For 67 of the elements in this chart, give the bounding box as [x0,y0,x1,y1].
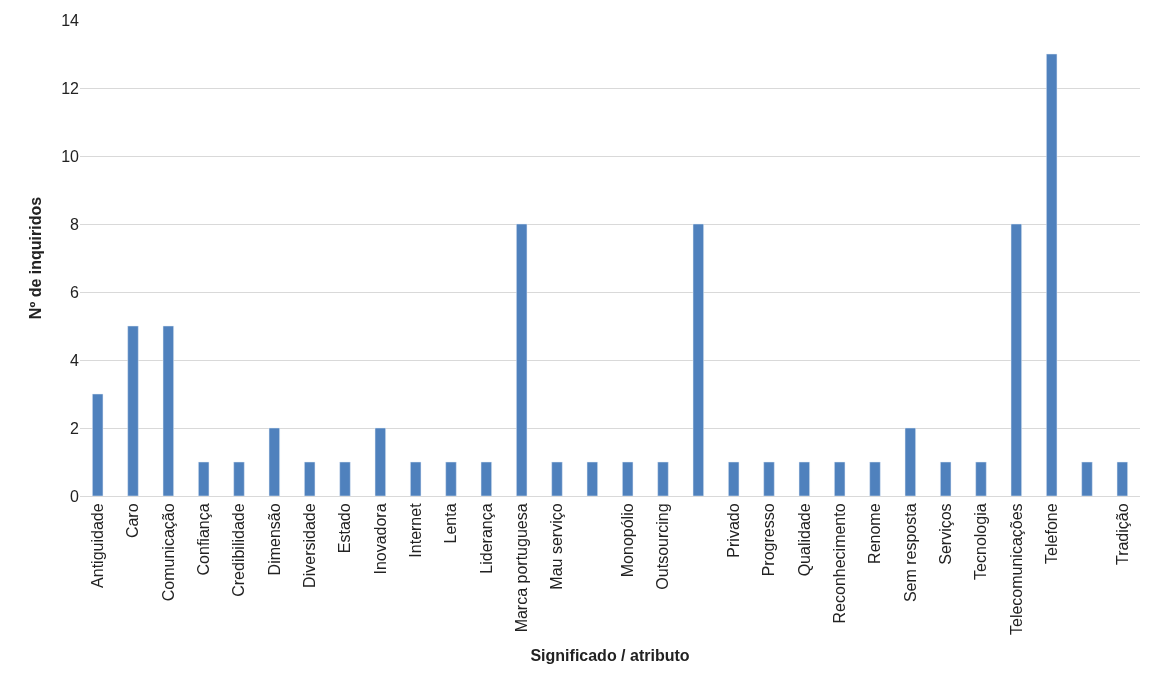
bar [763,461,775,496]
x-tick-label: Telecomunicações [1007,503,1025,636]
bar [904,427,916,496]
bar [975,461,987,496]
x-tick-label: Comunicação [159,503,177,602]
x-tick-label: Confiança [194,503,212,576]
x-tick-label: Mau serviço [548,503,566,590]
y-axis-title: Nº de inquiridos [27,196,45,320]
x-tick-label: Diversidade [300,503,318,588]
x-tick-label: Credibilidade [230,503,248,597]
x-tick-label: Marca portuguesa [512,503,530,633]
x-tick-label: Tradição [1113,503,1131,566]
x-tick-label: Caro [124,503,142,539]
x-tick-label: Serviços [936,503,954,565]
bar [480,461,492,496]
bar [1010,223,1022,496]
bar [657,461,669,496]
bar [1046,53,1058,496]
bar [728,461,740,496]
y-tick-label: 10 [61,147,80,165]
x-tick-label: Tecnologia [972,503,990,580]
y-tick-label: 6 [70,283,80,301]
bar [162,325,174,496]
x-tick-label: Reconhecimento [830,503,848,624]
x-tick-label: Qualidade [795,503,813,577]
x-tick-label: Liderança [477,503,495,574]
bar [410,461,422,496]
y-tick-label: 8 [70,215,80,233]
bar [940,461,952,496]
bar [1081,461,1093,496]
bar [127,325,139,496]
bar [798,461,810,496]
x-tick-label: Progresso [760,503,778,577]
y-tick-label: 12 [61,79,80,97]
bar [339,461,351,496]
bar [622,461,634,496]
bar [92,393,104,496]
x-tick-label: Dimensão [265,503,283,576]
y-tick-label: 2 [70,419,80,437]
bar [374,427,386,496]
y-tick-label: 0 [70,487,80,505]
y-tick-label: 4 [70,351,80,369]
x-tick-label: Privado [724,503,742,558]
x-tick-label: Antiguidade [88,503,106,588]
x-axis-title: Significado / atributo [530,646,690,664]
x-tick-label: Estado [336,503,354,554]
x-tick-label: Outsourcing [654,503,672,590]
x-tick-label: Monopólio [618,503,636,578]
bar [516,223,528,496]
bar [445,461,457,496]
bar [304,461,316,496]
bar [268,427,280,496]
y-tick-label: 14 [61,11,80,29]
x-tick-label: Internet [406,502,424,558]
x-tick-label: Telefone [1042,503,1060,564]
bar [1116,461,1128,496]
x-tick-label: Renome [866,503,884,564]
bar [692,223,704,496]
bar [869,461,881,496]
bar [551,461,563,496]
bar [834,461,846,496]
x-tick-label: Sem resposta [901,503,919,603]
x-tick-label: Lenta [442,503,460,544]
bar [586,461,598,496]
bar [233,461,245,496]
x-tick-label: Inovadora [371,503,389,575]
bar [198,461,210,496]
